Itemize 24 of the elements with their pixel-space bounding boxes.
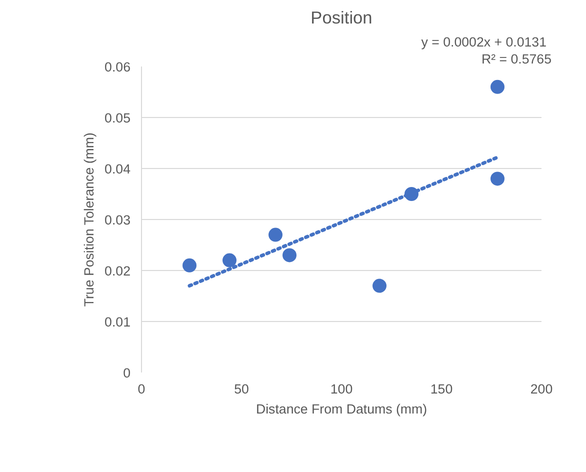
point: [268, 228, 282, 242]
chart-title: Position: [310, 8, 372, 28]
y-tick-label: 0.04: [104, 162, 132, 176]
y-tick-label: 0: [123, 366, 131, 380]
x-tick-label: 100: [330, 382, 353, 396]
x-tick-label: 200: [530, 382, 553, 396]
y-axis-title: True Position Tolerance (mm): [82, 132, 97, 307]
text: R² = 0.5765: [481, 52, 552, 66]
point: [182, 258, 196, 272]
text: y = 0.0002x + 0.0131: [421, 34, 547, 50]
x-tick-label: 150: [430, 382, 453, 396]
x-tick-label: 50: [234, 382, 249, 396]
y-tick-label: 0.02: [104, 264, 131, 278]
y-tick-label: 0.01: [104, 314, 131, 330]
y-tick-label: 0.05: [104, 110, 131, 126]
x-tick-label: 0: [138, 382, 146, 396]
point: [372, 278, 386, 293]
point: [490, 80, 504, 94]
point: [490, 172, 504, 186]
y-tick-label: 0.03: [104, 212, 131, 228]
x-axis-title: Distance From Datums (mm): [256, 402, 428, 416]
point: [282, 248, 296, 262]
y-tick-label: 0.06: [104, 60, 131, 74]
point: [222, 253, 236, 268]
